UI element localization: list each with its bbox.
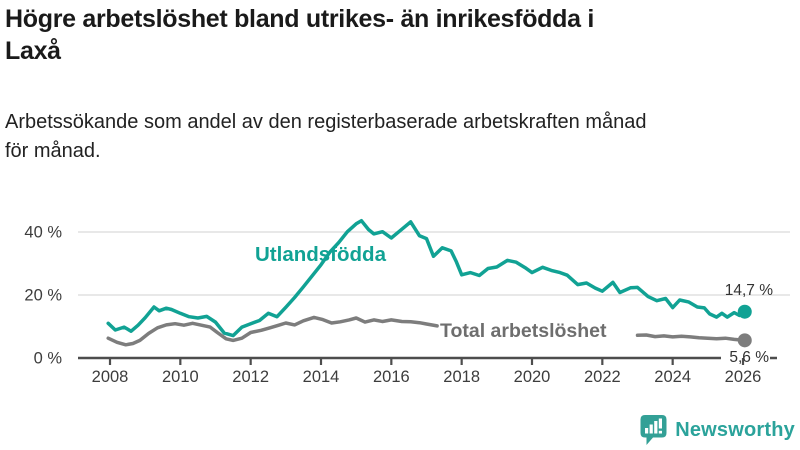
line-total-seg2: [635, 333, 747, 343]
chart-subtitle: Arbetssökande som andel av den registerb…: [5, 108, 797, 167]
x-tick-label-2022: 2022: [584, 368, 621, 386]
x-tick-label-2018: 2018: [443, 368, 480, 386]
y-axis-label-20: 20 %: [24, 287, 62, 305]
value-label-total: 5,6 %: [729, 349, 769, 366]
x-tick-label-2010: 2010: [162, 368, 199, 386]
x-tick-label-2008: 2008: [92, 368, 129, 386]
y-axis-label-0: 0 %: [34, 350, 63, 368]
x-tick-label-2026: 2026: [725, 368, 762, 386]
chart-subtitle-line1: Arbetssökande som andel av den registerb…: [5, 111, 647, 133]
page-title: Högre arbetslöshet bland utrikes- än inr…: [5, 4, 797, 67]
page-title-line2: Laxå: [5, 36, 61, 65]
value-label-utlandsfodda: 14,7 %: [725, 282, 773, 299]
y-axis-label-40: 40 %: [24, 224, 62, 242]
series-label-total: Total arbetslöshet: [440, 320, 607, 342]
x-tick-label-2014: 2014: [303, 368, 340, 386]
newsworthy-wordmark: Newsworthy: [675, 419, 795, 441]
unemployment-line-chart: 0 % 20 % 40 % 2008 2010 2012 2014 2016 2018 2020 2…: [24, 218, 790, 386]
chart-subtitle-line2: för månad.: [5, 140, 101, 163]
line-total-seg1: [106, 315, 439, 347]
newsworthy-logo[interactable]: Newsworthy: [639, 414, 795, 447]
page-title-line1: Högre arbetslöshet bland utrikes- än inr…: [5, 5, 594, 33]
x-tick-label-2024: 2024: [654, 368, 691, 386]
end-dot-total: [737, 333, 752, 348]
x-tick-label-2020: 2020: [514, 368, 551, 386]
value-label-backing: [721, 349, 770, 365]
x-tick-label-2016: 2016: [373, 368, 410, 386]
x-tick-label-2012: 2012: [232, 368, 269, 386]
line-utlandsfodda: [106, 218, 747, 338]
end-dot-utlandsfodda: [737, 304, 752, 319]
series-label-utlandsfodda: Utlandsfödda: [255, 243, 387, 266]
newsworthy-bar-chart-bubble-icon: [640, 415, 667, 445]
